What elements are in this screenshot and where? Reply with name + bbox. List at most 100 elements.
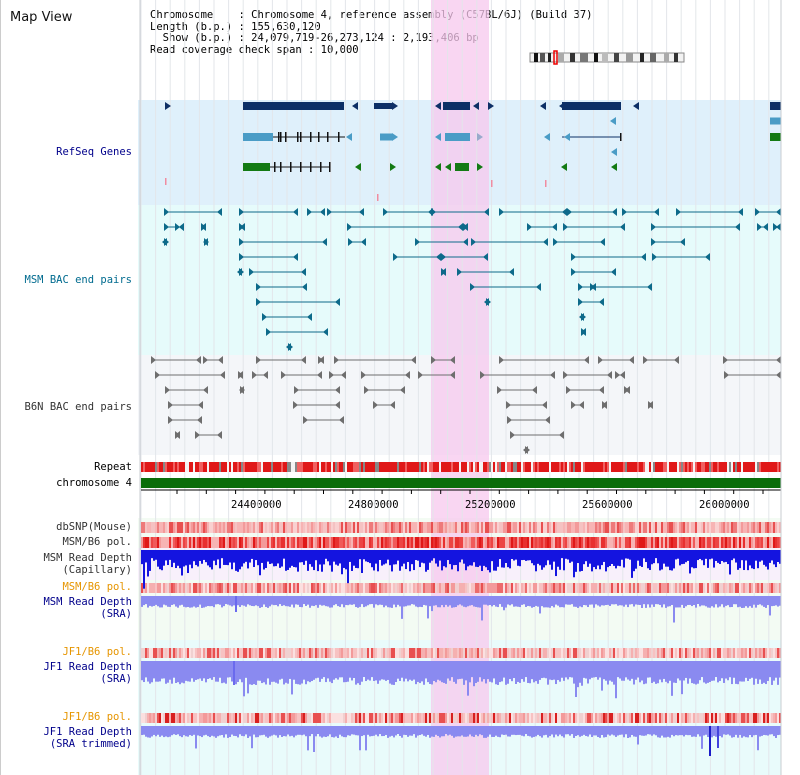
- polymorphism-strip: [519, 537, 521, 548]
- read-depth-bar: [699, 661, 701, 681]
- read-depth-bar: [611, 596, 613, 605]
- highlight-region[interactable]: [431, 0, 489, 775]
- read-depth-bar: [675, 661, 677, 683]
- polymorphism-strip: [625, 713, 627, 723]
- read-depth-bar: [223, 726, 225, 738]
- read-depth-bar: [575, 661, 577, 697]
- b6n-bac-pair: [724, 371, 729, 379]
- read-depth-bar: [209, 550, 211, 568]
- polymorphism-strip: [407, 583, 409, 593]
- read-depth-bar: [705, 550, 707, 559]
- read-depth-bar: [671, 550, 673, 571]
- read-depth-bar: [187, 596, 189, 607]
- polymorphism-strip: [541, 537, 543, 548]
- polymorphism-strip: [499, 648, 501, 658]
- repeat-mark: [729, 462, 731, 472]
- read-depth-bar: [553, 596, 555, 608]
- msm-bac-pair: [578, 283, 583, 291]
- gene-exon: [278, 132, 280, 142]
- read-depth-bar: [319, 726, 321, 737]
- repeat-mark: [775, 462, 777, 472]
- polymorphism-strip: [197, 713, 199, 723]
- read-depth-bar: [239, 661, 241, 680]
- polymorphism-strip: [353, 583, 355, 593]
- polymorphism-strip: [705, 648, 707, 658]
- polymorphism-strip: [603, 537, 605, 548]
- read-depth-bar: [761, 661, 763, 684]
- polymorphism-strip: [411, 522, 413, 533]
- polymorphism-strip: [259, 522, 261, 533]
- read-depth-bar: [271, 550, 273, 564]
- track-label-msm-bac[interactable]: MSM BAC end pairs: [24, 274, 132, 286]
- read-depth-bar: [667, 550, 669, 567]
- polymorphism-strip: [215, 648, 217, 658]
- read-depth-bar: [627, 661, 629, 680]
- read-depth-bar: [769, 726, 771, 735]
- polymorphism-strip: [261, 648, 263, 658]
- read-depth-bar: [615, 550, 617, 569]
- read-depth-bar: [633, 550, 635, 572]
- read-depth-bar: [735, 550, 737, 563]
- polymorphism-strip: [233, 537, 235, 548]
- repeat-mark: [767, 462, 769, 472]
- polymorphism-strip: [761, 522, 763, 533]
- read-depth-bar: [453, 661, 455, 682]
- polymorphism-strip: [717, 713, 719, 723]
- msm-bac-pair: [705, 253, 710, 261]
- polymorphism-strip: [251, 648, 253, 658]
- read-depth-bar: [701, 726, 703, 749]
- read-depth-bar: [279, 550, 281, 568]
- read-depth-bar: [197, 596, 199, 608]
- polymorphism-strip: [589, 713, 591, 723]
- read-depth-bar: [335, 596, 337, 605]
- read-depth-bar: [235, 661, 237, 685]
- b6n-bac-pair: [238, 371, 243, 379]
- read-depth-bar: [463, 596, 465, 607]
- read-depth-bar: [333, 550, 335, 562]
- track-label-refseq[interactable]: RefSeq Genes: [56, 146, 132, 158]
- polymorphism-strip: [421, 648, 423, 658]
- polymorphism-strip: [485, 713, 487, 723]
- repeat-mark: [719, 462, 721, 472]
- repeat-mark: [699, 462, 701, 472]
- polymorphism-strip: [605, 713, 607, 723]
- gene-exon: [300, 162, 302, 172]
- polymorphism-strip: [463, 583, 465, 593]
- read-depth-bar: [339, 596, 341, 607]
- read-depth-bar: [735, 661, 737, 684]
- read-depth-bar: [665, 596, 667, 608]
- polymorphism-strip: [519, 522, 521, 533]
- polymorphism-strip: [617, 713, 619, 723]
- polymorphism-strip: [767, 583, 769, 593]
- polymorphism-strip: [751, 648, 753, 658]
- read-depth-bar: [427, 596, 429, 619]
- read-depth-bar: [725, 726, 727, 735]
- polymorphism-strip: [399, 583, 401, 593]
- read-depth-bar: [597, 661, 599, 680]
- read-depth-bar: [311, 550, 313, 567]
- read-depth-bar: [659, 596, 661, 605]
- polymorphism-strip: [685, 648, 687, 658]
- read-depth-bar: [213, 550, 215, 561]
- read-depth-bar: [553, 726, 555, 738]
- read-depth-bar: [567, 661, 569, 680]
- read-depth-bar: [567, 596, 569, 605]
- read-depth-bar: [223, 661, 225, 683]
- polymorphism-strip: [421, 522, 423, 533]
- polymorphism-strip: [679, 522, 681, 533]
- polymorphism-strip: [425, 522, 427, 533]
- polymorphism-strip: [647, 522, 649, 533]
- read-depth-bar: [651, 550, 653, 565]
- gene-arrow: [435, 163, 441, 171]
- read-depth-bar: [521, 726, 523, 736]
- polymorphism-strip: [765, 522, 767, 533]
- polymorphism-strip: [155, 713, 157, 723]
- read-depth-bar: [557, 726, 559, 737]
- polymorphism-strip: [207, 713, 209, 723]
- polymorphism-strip: [527, 537, 529, 548]
- track-label-b6n-bac[interactable]: B6N BAC end pairs: [24, 401, 132, 413]
- read-depth-bar: [141, 550, 143, 565]
- axis-tick-label: 26000000: [699, 499, 750, 511]
- read-depth-bar: [255, 726, 257, 738]
